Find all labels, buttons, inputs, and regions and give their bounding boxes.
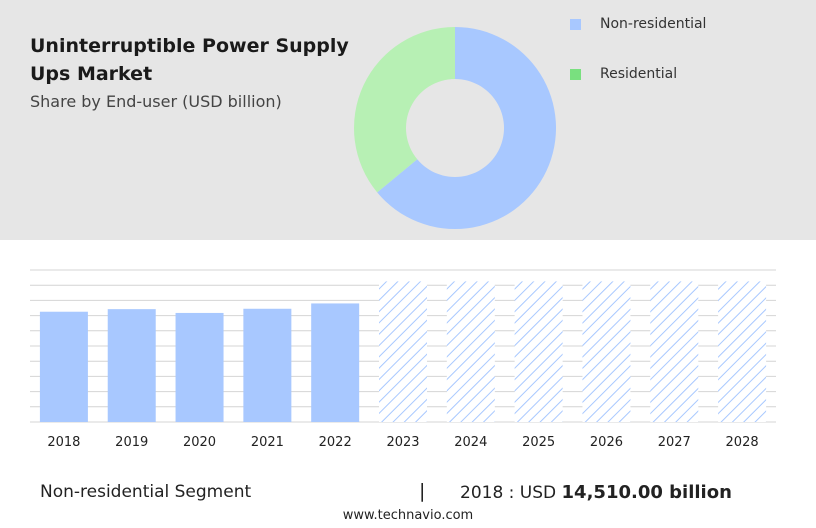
chart-subtitle: Share by End-user (USD billion) bbox=[30, 92, 282, 111]
bar-2018[interactable] bbox=[39, 311, 88, 422]
footer-stat: 2018 : USD 14,510.00 billion bbox=[460, 482, 732, 503]
bar-chart: 2018 2019 2020 2021 2022 2023 2024 2025 2026 2027… bbox=[30, 269, 776, 450]
bar-2021[interactable] bbox=[243, 308, 292, 422]
x-tick-label-2020: 2020 bbox=[183, 435, 216, 450]
x-tick-label-2023: 2023 bbox=[386, 435, 419, 450]
donut-slice-non-residential[interactable] bbox=[377, 27, 556, 230]
legend-item-residential[interactable]: Residential bbox=[570, 64, 706, 84]
x-tick-label-2028: 2028 bbox=[726, 435, 759, 450]
forecast-bar-2023[interactable] bbox=[379, 281, 427, 422]
footer-stat-value: 14,510.00 billion bbox=[561, 482, 732, 503]
forecast-bar-2028[interactable] bbox=[718, 281, 767, 422]
bar-2020[interactable] bbox=[175, 312, 224, 422]
x-tick-label-2026: 2026 bbox=[590, 435, 623, 450]
donut-chart bbox=[353, 27, 556, 230]
footer-separator: | bbox=[419, 480, 426, 502]
footer-stat-prefix: 2018 : USD bbox=[460, 483, 557, 503]
donut-slice-residential[interactable] bbox=[353, 27, 455, 193]
x-tick-label-2021: 2021 bbox=[251, 435, 284, 450]
forecast-bar-2027[interactable] bbox=[650, 281, 699, 422]
legend-swatch-residential bbox=[570, 68, 581, 80]
footer-segment: Non-residential Segment bbox=[40, 482, 252, 502]
chart-title: Uninterruptible Power Supply Ups Market bbox=[30, 35, 349, 85]
x-tick-label-2025: 2025 bbox=[522, 435, 555, 450]
source-link[interactable]: www.technavio.com bbox=[342, 508, 474, 523]
bar-2019[interactable] bbox=[107, 309, 156, 422]
legend-label-non-residential: Non-residential bbox=[600, 16, 707, 32]
forecast-bar-2026[interactable] bbox=[582, 281, 631, 422]
bar-2022[interactable] bbox=[311, 303, 360, 422]
legend-item-non-residential[interactable]: Non-residential bbox=[570, 14, 706, 34]
forecast-bar-2025[interactable] bbox=[514, 281, 563, 422]
legend-swatch-non-residential bbox=[570, 18, 581, 30]
x-tick-label-2018: 2018 bbox=[47, 435, 80, 450]
forecast-bar-2024[interactable] bbox=[446, 281, 495, 422]
legend: Non-residential Residential bbox=[570, 14, 706, 114]
x-tick-label-2022: 2022 bbox=[319, 435, 352, 450]
x-tick-label-2027: 2027 bbox=[658, 435, 691, 450]
legend-label-residential: Residential bbox=[600, 66, 678, 82]
x-tick-label-2024: 2024 bbox=[454, 435, 487, 450]
x-tick-label-2019: 2019 bbox=[115, 435, 148, 450]
